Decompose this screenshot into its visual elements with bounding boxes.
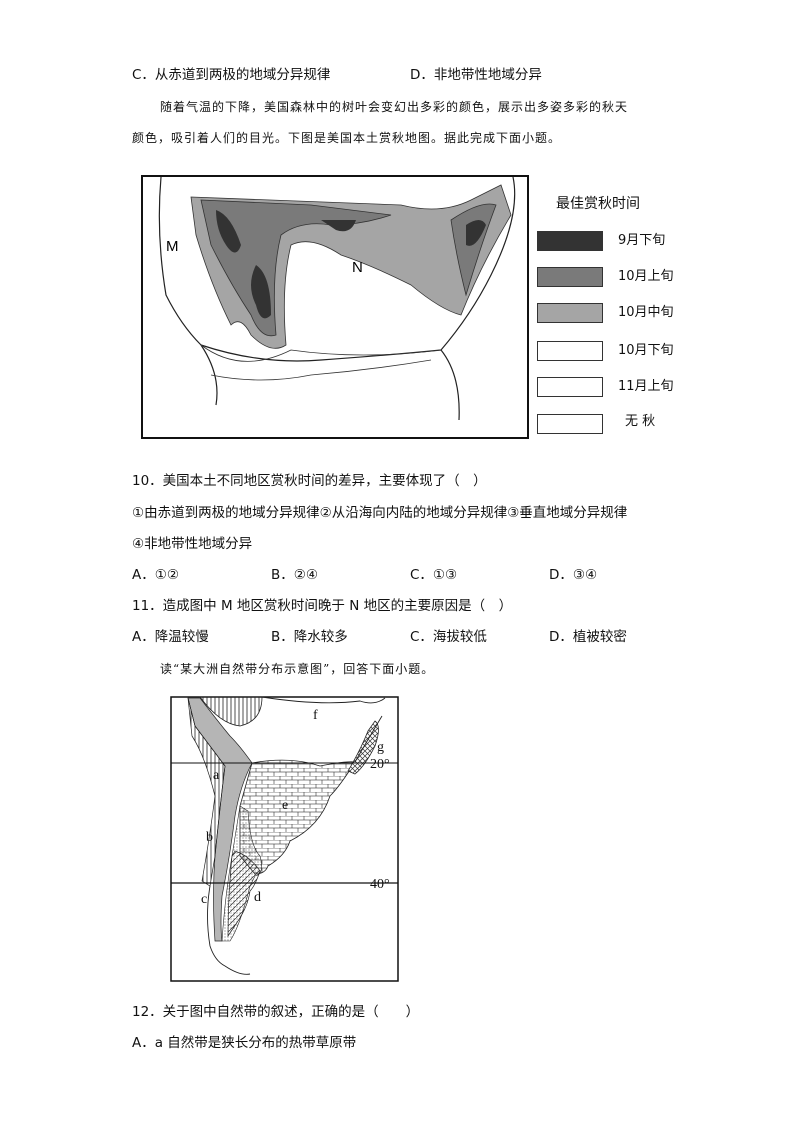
isoline-nov-early bbox=[210, 359, 432, 381]
intro2-text: 读“某大洲自然带分布示意图”，回答下面小题。 bbox=[160, 662, 435, 676]
option-d-prev: D．非地带性地域分异 bbox=[410, 67, 542, 83]
option-c-prev: C．从赤道到两极的地域分异规律 bbox=[132, 67, 331, 83]
label-g: g bbox=[377, 740, 384, 755]
legend-swatch-nov-early bbox=[537, 377, 603, 397]
label-b: b bbox=[206, 830, 213, 845]
label-e: e bbox=[282, 798, 288, 813]
label-m: M bbox=[166, 238, 179, 255]
latitude-20-label: 20° bbox=[370, 757, 390, 772]
south-america-zones-map: f g a e b c d 20° 40° bbox=[170, 696, 399, 982]
legend-title: 最佳赏秋时间 bbox=[556, 196, 640, 212]
legend-label: 10月中旬 bbox=[618, 305, 674, 320]
q11-option-b[interactable]: B．降水较多 bbox=[271, 629, 348, 645]
q10-statements-line1: ①由赤道到两极的地域分异规律②从沿海向内陆的地域分异规律③垂直地域分异规律 bbox=[132, 505, 628, 521]
q10-option-d[interactable]: D．③④ bbox=[549, 567, 598, 583]
legend-swatch-sep-late bbox=[537, 231, 603, 251]
q11-option-d[interactable]: D．植被较密 bbox=[549, 629, 627, 645]
q10-option-a[interactable]: A．①② bbox=[132, 567, 179, 583]
legend-swatch-oct-mid bbox=[537, 303, 603, 323]
q10-stem: 10．美国本土不同地区赏秋时间的差异，主要体现了（ ） bbox=[132, 473, 487, 489]
legend-label: 无 秋 bbox=[625, 414, 656, 429]
label-a: a bbox=[213, 768, 220, 783]
isoline-late-oct bbox=[200, 344, 442, 362]
legend-swatch-oct-early bbox=[537, 267, 603, 287]
q10-option-b[interactable]: B．②④ bbox=[271, 567, 318, 583]
legend-label: 11月上旬 bbox=[618, 379, 674, 394]
label-c: c bbox=[201, 892, 207, 907]
legend-label: 10月上旬 bbox=[618, 269, 674, 284]
q11-option-a[interactable]: A．降温较慢 bbox=[132, 629, 209, 645]
zone-d bbox=[227, 850, 261, 938]
q10-option-c[interactable]: C．①③ bbox=[410, 567, 458, 583]
q10-statements-line2: ④非地带性地域分异 bbox=[132, 536, 253, 552]
coastline bbox=[158, 176, 516, 421]
zone-rainforest-north bbox=[199, 696, 263, 727]
legend-swatch-oct-late bbox=[537, 341, 603, 361]
q12-stem: 12．关于图中自然带的叙述，正确的是（ ） bbox=[132, 1004, 420, 1020]
legend-label: 9月下旬 bbox=[618, 233, 666, 248]
intro-text-line2: 颜色，吸引着人们的目光。下图是美国本土赏秋地图。据此完成下面小题。 bbox=[132, 131, 562, 145]
legend-label: 10月下旬 bbox=[618, 343, 674, 358]
latitude-40-label: 40° bbox=[370, 877, 390, 892]
continent-outline bbox=[207, 696, 386, 975]
intro-text-line1: 随着气温的下降，美国森林中的树叶会变幻出多彩的颜色，展示出多姿多彩的秋天 bbox=[160, 100, 629, 114]
q11-option-c[interactable]: C．海拔较低 bbox=[410, 629, 487, 645]
us-autumn-map: M N bbox=[141, 175, 529, 439]
label-n: N bbox=[352, 259, 363, 276]
label-d: d bbox=[254, 890, 261, 905]
label-f: f bbox=[313, 708, 318, 723]
zone-e bbox=[239, 759, 356, 875]
q12-option-a[interactable]: A．a 自然带是狭长分布的热带草原带 bbox=[132, 1035, 357, 1051]
q11-stem: 11．造成图中 M 地区赏秋时间晚于 N 地区的主要原因是（ ） bbox=[132, 598, 513, 614]
legend-swatch-no-autumn bbox=[537, 414, 603, 434]
